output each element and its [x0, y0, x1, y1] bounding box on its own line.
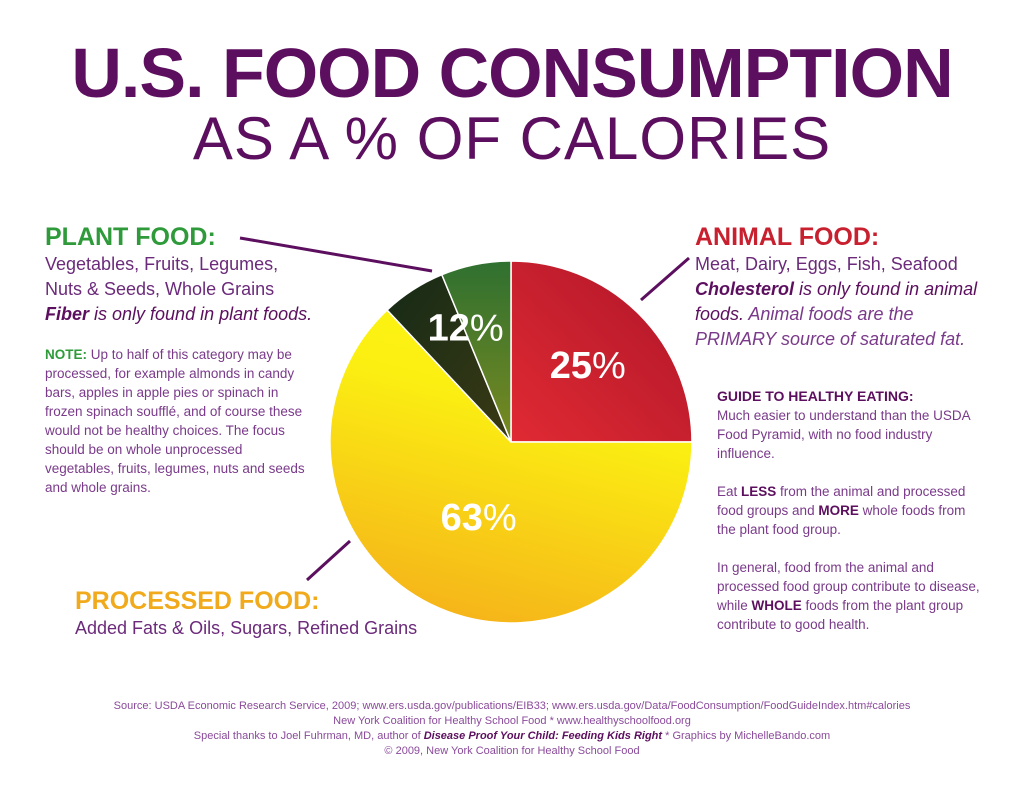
plant-line1: Vegetables, Fruits, Legumes,	[45, 254, 279, 274]
processed-heading: PROCESSED FOOD:	[75, 587, 320, 615]
guide-heading: GUIDE TO HEALTHY EATING:	[717, 388, 914, 404]
pie-label-63: 63%	[441, 497, 517, 539]
pie-label-25: 25%	[550, 345, 626, 387]
cholesterol-text: is only found in animal foods.	[695, 279, 978, 324]
guide-p3: In general, food from the animal and pro…	[717, 560, 980, 632]
pie-slice-animal-food	[510, 260, 693, 443]
pie-label-12: 12%	[428, 308, 504, 350]
guide-p1: Much easier to understand than the USDA …	[717, 408, 970, 461]
animal-line1: Meat, Dairy, Eggs, Fish, Seafood	[695, 254, 958, 274]
guide-section: GUIDE TO HEALTHY EATING: Much easier to …	[717, 387, 987, 634]
processed-leader-line	[305, 539, 352, 582]
animal-section: ANIMAL FOOD: Meat, Dairy, Eggs, Fish, Se…	[695, 222, 995, 352]
footer-source: Source: USDA Economic Research Service, …	[113, 700, 911, 712]
footer-copyright: © 2009, New York Coalition for Healthy S…	[384, 745, 640, 757]
title-line2: AS A % OF CALORIES	[192, 105, 832, 172]
animal-heading: ANIMAL FOOD:	[695, 223, 880, 251]
processed-line1: Added Fats & Oils, Sugars, Refined Grain…	[75, 618, 418, 638]
plant-section: PLANT FOOD: Vegetables, Fruits, Legumes,…	[45, 222, 375, 327]
footer: Source: USDA Economic Research Service, …	[0, 699, 1024, 759]
animal-saturated-fat: Animal foods are the PRIMARY source of s…	[695, 304, 966, 349]
fiber-text: is only found in plant foods.	[89, 304, 313, 324]
plant-note: NOTE: Up to half of this category may be…	[45, 345, 310, 497]
footer-coalition: New York Coalition for Healthy School Fo…	[333, 715, 691, 727]
guide-p2: Eat LESS from the animal and processed f…	[717, 484, 966, 537]
note-text: Up to half of this category may be proce…	[45, 347, 305, 495]
footer-thanks: Special thanks to Joel Fuhrman, MD, auth…	[193, 730, 831, 742]
fiber-bold: Fiber	[45, 304, 90, 324]
plant-heading: PLANT FOOD:	[45, 223, 216, 251]
plant-leader-line	[239, 236, 433, 273]
plant-line2: Nuts & Seeds, Whole Grains	[45, 279, 275, 299]
cholesterol-bold: Cholesterol	[695, 279, 795, 299]
note-label: NOTE:	[45, 347, 87, 362]
pie-slice-plant-food-light	[440, 260, 512, 443]
title-line1: U.S. FOOD CONSUMPTION	[71, 34, 953, 112]
processed-section: PROCESSED FOOD: Added Fats & Oils, Sugar…	[75, 586, 475, 641]
animal-leader-line	[640, 256, 690, 302]
pie-slice-processed-food	[329, 308, 693, 624]
